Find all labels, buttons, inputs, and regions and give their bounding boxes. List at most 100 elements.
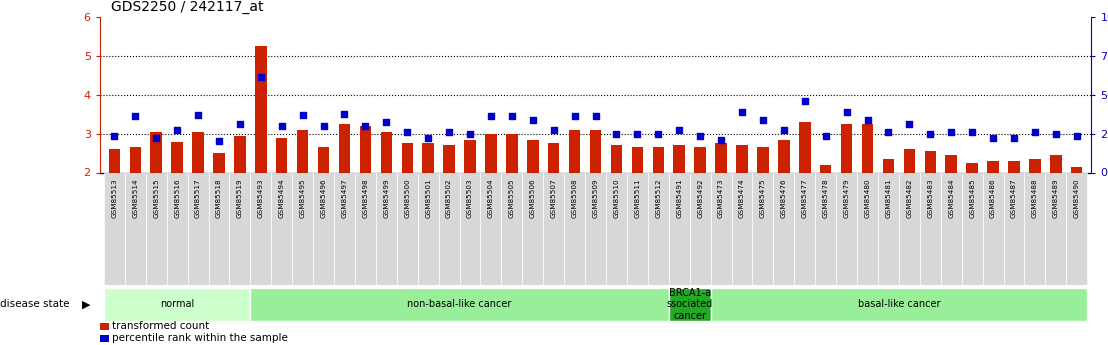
Text: GSM85510: GSM85510 bbox=[614, 178, 619, 218]
Bar bbox=[757, 147, 769, 172]
Bar bbox=[334, 172, 355, 285]
Bar bbox=[648, 172, 669, 285]
Point bbox=[315, 123, 332, 129]
Point bbox=[524, 117, 542, 123]
Point bbox=[252, 75, 269, 80]
Bar bbox=[695, 147, 706, 172]
Text: GSM85508: GSM85508 bbox=[572, 178, 577, 218]
Bar bbox=[418, 172, 439, 285]
Bar bbox=[213, 153, 225, 172]
Text: non-basal-like cancer: non-basal-like cancer bbox=[408, 299, 512, 309]
Bar bbox=[815, 172, 837, 285]
Text: transformed count: transformed count bbox=[112, 321, 209, 331]
Text: GSM85480: GSM85480 bbox=[864, 178, 871, 218]
Bar bbox=[820, 165, 831, 172]
Point bbox=[503, 114, 521, 119]
Text: GSM85475: GSM85475 bbox=[760, 178, 766, 218]
Text: GSM85482: GSM85482 bbox=[906, 178, 912, 218]
Bar bbox=[250, 288, 669, 321]
Bar bbox=[271, 172, 293, 285]
Point bbox=[670, 127, 688, 132]
Text: GSM85516: GSM85516 bbox=[174, 178, 181, 218]
Point bbox=[796, 98, 813, 104]
Point bbox=[984, 135, 1002, 140]
Bar bbox=[250, 172, 271, 285]
Bar bbox=[669, 288, 710, 321]
Bar bbox=[653, 147, 664, 172]
Bar bbox=[193, 132, 204, 172]
Bar bbox=[187, 172, 208, 285]
Point bbox=[105, 133, 123, 138]
Text: GSM85515: GSM85515 bbox=[153, 178, 160, 218]
Point bbox=[901, 121, 919, 127]
Text: GSM85511: GSM85511 bbox=[635, 178, 640, 218]
Point bbox=[378, 119, 396, 125]
Bar bbox=[527, 139, 538, 172]
Bar bbox=[841, 124, 852, 172]
Text: GSM85481: GSM85481 bbox=[885, 178, 892, 218]
Bar bbox=[380, 132, 392, 172]
Bar bbox=[125, 172, 146, 285]
Bar bbox=[422, 144, 434, 172]
Bar bbox=[543, 172, 564, 285]
Text: percentile rank within the sample: percentile rank within the sample bbox=[112, 333, 288, 343]
Bar bbox=[146, 172, 166, 285]
Text: GSM85500: GSM85500 bbox=[404, 178, 410, 218]
Bar bbox=[1029, 159, 1040, 172]
Bar bbox=[172, 142, 183, 172]
Text: GSM85476: GSM85476 bbox=[781, 178, 787, 218]
Text: GSM85494: GSM85494 bbox=[279, 178, 285, 218]
Point bbox=[1068, 133, 1086, 138]
Bar bbox=[941, 172, 962, 285]
Point bbox=[147, 135, 165, 140]
Bar bbox=[669, 172, 689, 285]
Bar bbox=[987, 161, 998, 172]
Text: GSM85498: GSM85498 bbox=[362, 178, 369, 218]
Bar bbox=[731, 172, 752, 285]
Bar bbox=[166, 172, 187, 285]
Bar bbox=[568, 130, 581, 172]
Point bbox=[922, 131, 940, 136]
Point bbox=[545, 127, 563, 132]
Text: GSM85501: GSM85501 bbox=[425, 178, 431, 218]
Bar bbox=[1045, 172, 1066, 285]
Point bbox=[566, 114, 584, 119]
Point bbox=[1005, 135, 1023, 140]
Bar bbox=[439, 172, 460, 285]
Text: GSM85509: GSM85509 bbox=[593, 178, 598, 218]
Bar bbox=[397, 172, 418, 285]
Bar bbox=[100, 323, 109, 330]
Text: GSM85499: GSM85499 bbox=[383, 178, 389, 218]
Bar bbox=[314, 172, 334, 285]
Bar bbox=[945, 155, 957, 172]
Bar bbox=[100, 335, 109, 342]
Point bbox=[211, 139, 228, 144]
Point bbox=[963, 129, 981, 135]
Bar bbox=[837, 172, 858, 285]
Point bbox=[336, 111, 353, 117]
Point bbox=[774, 127, 792, 132]
Point bbox=[440, 129, 458, 135]
Text: GSM85506: GSM85506 bbox=[530, 178, 536, 218]
Text: BRCA1-a
ssociated
cancer: BRCA1-a ssociated cancer bbox=[667, 288, 712, 321]
Text: GSM85478: GSM85478 bbox=[822, 178, 829, 218]
Point bbox=[691, 133, 709, 138]
Text: GSM85496: GSM85496 bbox=[320, 178, 327, 218]
Bar bbox=[752, 172, 773, 285]
Text: normal: normal bbox=[160, 299, 194, 309]
Bar bbox=[899, 172, 920, 285]
Bar bbox=[109, 149, 120, 172]
Bar bbox=[460, 172, 481, 285]
Point bbox=[586, 114, 604, 119]
Text: GSM85505: GSM85505 bbox=[509, 178, 515, 218]
Text: GSM85514: GSM85514 bbox=[132, 178, 138, 218]
Text: GSM85491: GSM85491 bbox=[676, 178, 683, 218]
Bar bbox=[443, 145, 455, 172]
Bar bbox=[710, 172, 731, 285]
Bar bbox=[151, 132, 162, 172]
Text: GSM85483: GSM85483 bbox=[927, 178, 933, 218]
Bar bbox=[506, 134, 517, 172]
Text: GSM85517: GSM85517 bbox=[195, 178, 201, 218]
Bar bbox=[716, 144, 727, 172]
Point bbox=[607, 131, 625, 136]
